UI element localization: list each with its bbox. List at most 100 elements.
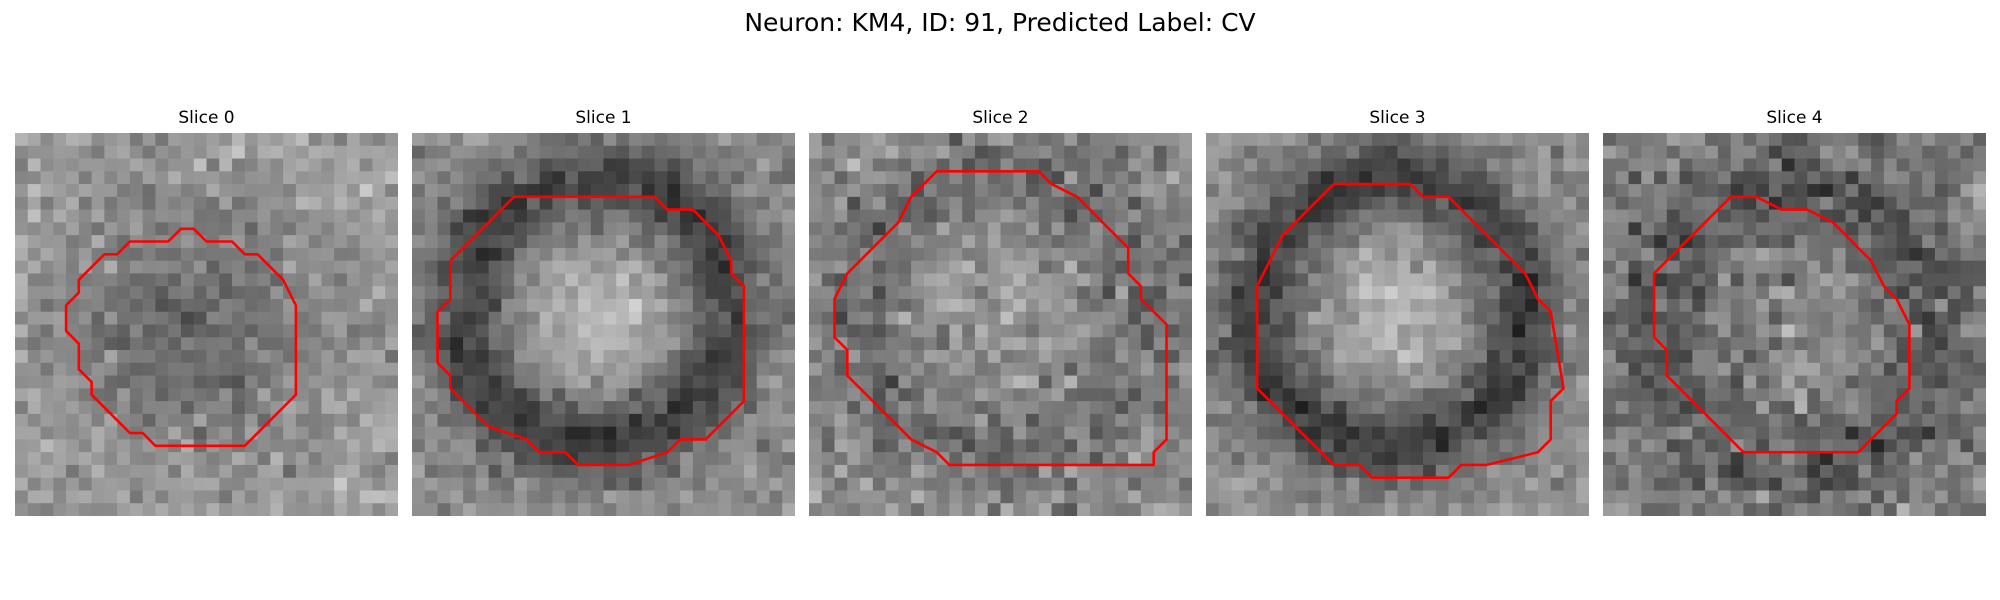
pixel xyxy=(1153,426,1167,440)
pixel xyxy=(1794,235,1808,249)
pixel xyxy=(1628,286,1642,300)
pixel xyxy=(1077,464,1091,479)
pixel xyxy=(1603,362,1617,376)
pixel xyxy=(295,401,310,415)
pixel xyxy=(680,260,694,274)
pixel xyxy=(1820,439,1834,453)
pixel xyxy=(78,158,92,172)
pixel xyxy=(488,388,502,402)
pixel xyxy=(1628,235,1642,249)
pixel xyxy=(1922,503,1936,516)
pixel xyxy=(885,362,899,376)
pixel xyxy=(731,298,745,313)
pixel xyxy=(667,503,681,516)
pixel xyxy=(1371,324,1386,338)
pixel xyxy=(1512,196,1526,210)
pixel xyxy=(680,337,694,351)
pixel xyxy=(1359,324,1373,338)
pixel xyxy=(872,184,886,198)
pixel xyxy=(821,298,835,313)
pixel xyxy=(577,452,592,466)
pixel xyxy=(1576,196,1589,210)
pixel xyxy=(974,401,989,415)
pixel xyxy=(180,171,195,185)
pixel xyxy=(219,171,233,185)
pixel xyxy=(603,375,617,389)
pixel xyxy=(1320,311,1335,325)
pixel xyxy=(577,158,592,172)
pixel xyxy=(1140,209,1155,223)
pixel xyxy=(1973,235,1986,249)
pixel xyxy=(1743,464,1757,479)
pixel xyxy=(1550,503,1564,516)
pixel xyxy=(1512,464,1526,479)
roi-contour xyxy=(436,195,746,467)
pixel xyxy=(385,375,398,389)
pixel xyxy=(232,350,246,364)
pixel xyxy=(1576,503,1589,516)
pixel xyxy=(872,145,886,159)
pixel xyxy=(180,298,195,313)
pixel xyxy=(692,337,707,351)
pixel xyxy=(782,362,795,376)
pixel xyxy=(526,452,541,466)
pixel xyxy=(1333,133,1347,147)
pixel xyxy=(885,464,899,479)
pixel xyxy=(898,375,912,389)
pixel xyxy=(1768,362,1783,376)
pixel xyxy=(565,362,579,376)
pixel xyxy=(1064,133,1078,147)
pixel xyxy=(1038,413,1052,428)
pixel xyxy=(1128,375,1142,389)
pixel xyxy=(15,350,29,364)
pixel xyxy=(1077,401,1091,415)
pixel xyxy=(334,235,348,249)
pixel xyxy=(860,477,874,491)
pixel xyxy=(180,426,195,440)
pixel xyxy=(1128,401,1142,415)
pixel xyxy=(1537,260,1552,274)
pixel xyxy=(142,184,156,198)
pixel xyxy=(603,464,617,479)
pixel xyxy=(1474,401,1488,415)
pixel xyxy=(680,362,694,376)
pixel xyxy=(936,247,950,262)
pixel xyxy=(1654,311,1668,325)
pixel xyxy=(1102,286,1116,300)
pixel xyxy=(565,439,579,453)
pixel xyxy=(809,413,823,428)
pixel xyxy=(53,337,67,351)
pixel xyxy=(1512,426,1526,440)
pixel xyxy=(424,324,438,338)
pixel xyxy=(1641,375,1655,389)
pixel xyxy=(53,209,67,223)
pixel xyxy=(424,401,438,415)
pixel xyxy=(1550,158,1564,172)
pixel xyxy=(1128,324,1142,338)
pixel xyxy=(1692,362,1706,376)
pixel xyxy=(1218,464,1232,479)
pixel xyxy=(911,286,925,300)
pixel xyxy=(847,273,861,287)
pixel xyxy=(629,311,643,325)
pixel xyxy=(488,452,502,466)
pixel xyxy=(283,260,297,274)
pixel xyxy=(847,490,861,504)
pixel xyxy=(1102,452,1116,466)
pixel xyxy=(1486,247,1501,262)
pixel xyxy=(565,375,579,389)
pixel xyxy=(949,311,963,325)
pixel xyxy=(1115,362,1129,376)
pixel xyxy=(180,196,195,210)
pixel xyxy=(1474,426,1488,440)
pixel xyxy=(168,298,182,313)
pixel xyxy=(142,145,156,159)
pixel xyxy=(1320,490,1335,504)
pixel xyxy=(680,222,694,236)
pixel xyxy=(898,490,912,504)
pixel xyxy=(756,273,770,287)
pixel xyxy=(539,158,553,172)
pixel xyxy=(488,247,502,262)
pixel xyxy=(1166,260,1180,274)
pixel xyxy=(1960,452,1974,466)
